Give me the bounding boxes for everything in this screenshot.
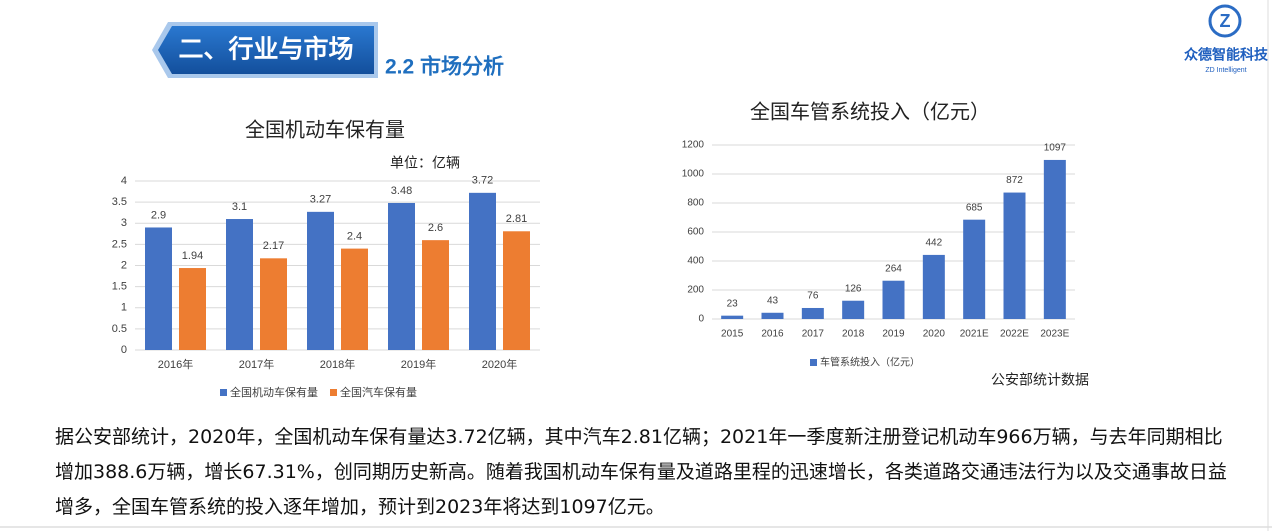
y-tick-label: 3 <box>121 217 127 229</box>
x-tick-label: 2016年 <box>158 357 193 371</box>
x-tick-label: 2018 <box>842 329 865 340</box>
header-band <box>158 26 374 74</box>
x-tick-label: 2021E <box>960 329 989 340</box>
chart-title: 全国车管系统投入（亿元） <box>750 100 990 123</box>
data-label: 1097 <box>1044 143 1067 154</box>
bar <box>801 307 824 319</box>
x-tick-label: 2020年 <box>482 357 517 371</box>
y-tick-label: 3.5 <box>112 196 127 208</box>
bar <box>145 227 172 350</box>
data-label: 3.27 <box>310 194 331 206</box>
data-label: 264 <box>885 263 902 274</box>
bar <box>963 219 986 319</box>
y-tick-label: 600 <box>687 227 704 238</box>
bar <box>179 268 206 350</box>
chart-title: 全国机动车保有量 <box>245 118 405 141</box>
bar <box>469 192 496 350</box>
legend-label: 车管系统投入（亿元） <box>820 356 920 369</box>
bar <box>922 254 945 319</box>
y-tick-label: 0 <box>121 344 127 356</box>
x-tick-label: 2022E <box>1000 329 1029 340</box>
data-label: 76 <box>807 291 819 302</box>
bar <box>1003 192 1026 319</box>
data-label: 126 <box>845 283 862 294</box>
data-label: 685 <box>966 202 983 213</box>
bar <box>226 219 253 350</box>
data-label: 2.4 <box>347 231 362 243</box>
data-label: 43 <box>767 295 779 306</box>
y-tick-label: 1000 <box>682 169 705 180</box>
data-label: 2.6 <box>428 222 443 234</box>
y-tick-label: 4 <box>121 175 127 187</box>
y-tick-label: 800 <box>687 198 704 209</box>
bar <box>1043 159 1066 319</box>
bar <box>307 211 334 350</box>
data-label: 1.94 <box>182 250 203 262</box>
y-tick-label: 400 <box>687 256 704 267</box>
legend-swatch <box>220 389 227 396</box>
data-label: 3.72 <box>472 175 493 187</box>
paragraph: 据公安部统计，2020年，全国机动车保有量达3.72亿辆，其中汽车2.81亿辆；… <box>55 426 1227 518</box>
logo-mark: Z <box>1220 11 1231 31</box>
y-tick-label: 1 <box>121 302 127 314</box>
y-tick-label: 2.5 <box>112 238 127 250</box>
source-note: 公安部统计数据 <box>991 372 1089 388</box>
data-label: 872 <box>1006 175 1023 186</box>
y-tick-label: 1200 <box>682 140 705 151</box>
y-tick-label: 0.5 <box>112 323 127 335</box>
section-title: 二、行业与市场 <box>178 35 353 64</box>
legend-label: 全国汽车保有量 <box>340 385 417 399</box>
data-label: 3.48 <box>391 185 412 197</box>
data-label: 2.81 <box>506 213 527 225</box>
bar <box>721 315 744 319</box>
data-label: 2.17 <box>263 240 284 252</box>
x-tick-label: 2019年 <box>401 357 436 371</box>
bar <box>842 300 865 319</box>
x-tick-label: 2020 <box>923 329 946 340</box>
bar <box>388 202 415 350</box>
x-tick-label: 2015 <box>721 329 744 340</box>
bar <box>422 240 449 350</box>
section-subtitle: 2.2 市场分析 <box>385 55 504 79</box>
x-tick-label: 2023E <box>1040 329 1069 340</box>
bar <box>882 280 905 319</box>
y-tick-label: 200 <box>687 285 704 296</box>
data-label: 2.9 <box>151 209 166 221</box>
logo-tagline: ZD Intelligent <box>1205 67 1246 74</box>
bar <box>761 312 784 319</box>
x-tick-label: 2016 <box>761 329 784 340</box>
logo-ring <box>1208 4 1242 38</box>
bar <box>503 231 530 350</box>
data-label: 23 <box>727 298 739 309</box>
data-label: 442 <box>925 238 942 249</box>
x-tick-label: 2019 <box>882 329 905 340</box>
x-tick-label: 2017年 <box>239 357 274 371</box>
y-tick-label: 2 <box>121 259 127 271</box>
data-label: 3.1 <box>232 201 247 213</box>
chart-unit: 单位：亿辆 <box>390 155 460 171</box>
legend-swatch <box>810 359 817 366</box>
legend-label: 全国机动车保有量 <box>230 385 318 399</box>
x-tick-label: 2018年 <box>320 357 355 371</box>
bar <box>260 258 287 350</box>
legend-swatch <box>330 389 337 396</box>
bar <box>341 248 368 350</box>
y-tick-label: 1.5 <box>112 281 127 293</box>
x-tick-label: 2017 <box>802 329 825 340</box>
logo-name: 众德智能科技 <box>1184 47 1269 63</box>
y-tick-label: 0 <box>698 314 704 325</box>
